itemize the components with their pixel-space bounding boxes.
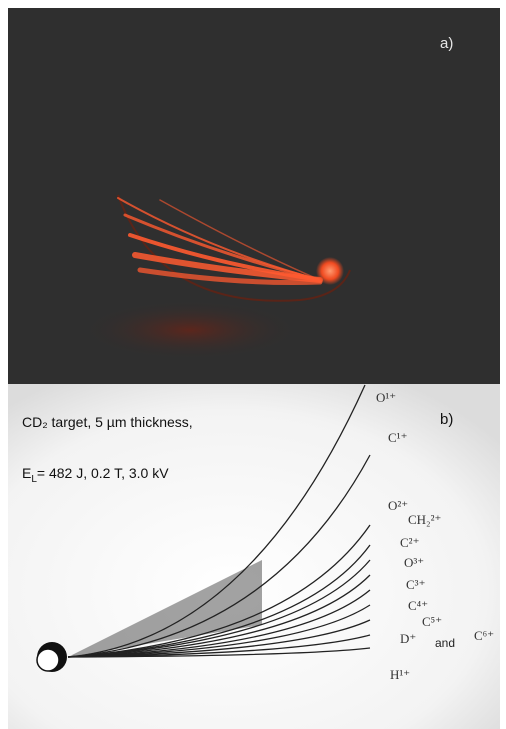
- ion-label: O²⁺: [388, 498, 408, 513]
- panel-b: b) CD₂ target, 5 µm thickness, EL= 482 J…: [8, 384, 500, 729]
- image-background: [8, 384, 500, 729]
- connector: and: [435, 636, 455, 650]
- ion-label: O¹⁺: [376, 390, 396, 405]
- ion-label: C¹⁺: [388, 430, 407, 445]
- ion-label: H¹⁺: [390, 667, 410, 682]
- ion-label: O³⁺: [404, 555, 424, 570]
- ion-label: CH₂²⁺: [408, 512, 441, 527]
- page: Figure {"panel_a": {"label": "a)"}, "pan…: [0, 0, 506, 729]
- reflection: [80, 300, 300, 360]
- caption: CD₂ target, 5 µm thickness,: [22, 414, 193, 430]
- body: a) b) CD₂ target, 5 µm thickness, EL= 48…: [0, 0, 506, 729]
- ion-label: C⁴⁺: [408, 598, 428, 613]
- panel-label: a): [440, 35, 453, 52]
- caption-symbol: E: [22, 465, 31, 481]
- target-ring: [37, 649, 59, 671]
- ion-label: D⁺: [400, 631, 416, 646]
- ion-label: C⁶⁺: [474, 628, 494, 643]
- target-spot: [316, 257, 344, 285]
- figure: a) b) CD₂ target, 5 µm thickness, EL= 48…: [0, 0, 506, 729]
- ion-label: C⁵⁺: [422, 614, 442, 629]
- ion-label: C³⁺: [406, 577, 425, 592]
- caption-text: = 482 J, 0.2 T, 3.0 kV: [37, 465, 169, 481]
- panel-a: a): [8, 8, 500, 384]
- panel-label: b): [440, 411, 453, 428]
- ion-label: C²⁺: [400, 535, 419, 550]
